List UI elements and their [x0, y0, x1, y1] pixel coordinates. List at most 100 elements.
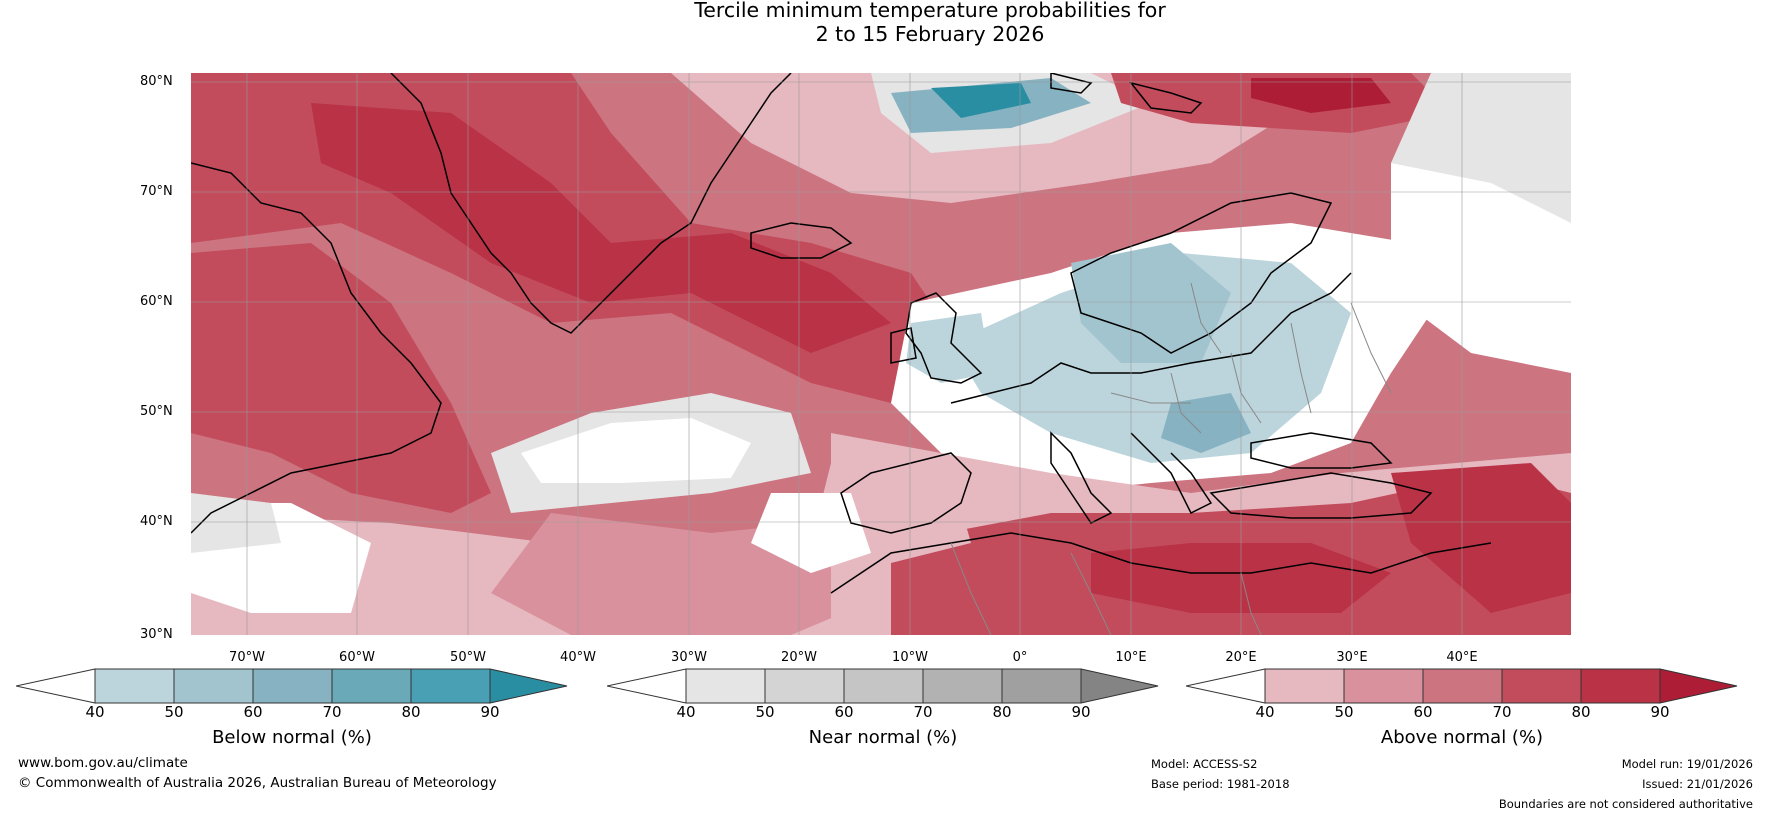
lon-label-30w: 30°W [671, 650, 707, 665]
title-line-1: Tercile minimum temperature probabilitie… [694, 0, 1166, 22]
lon-label-40w: 40°W [560, 650, 596, 665]
lon-label-70w: 70°W [229, 650, 265, 665]
colorbar-below-seg-5 [410, 668, 491, 704]
coast-europe [950, 272, 1352, 404]
colorbar-below-under [16, 668, 96, 704]
coast-iberia [840, 452, 972, 534]
cb-above-tick-70: 70 [1492, 703, 1512, 721]
cb-below-tick-70: 70 [322, 703, 342, 721]
colorbar-near [607, 668, 1159, 704]
region-barents-dark [1251, 78, 1391, 113]
country-borders [950, 282, 1392, 635]
coast-italy [1050, 431, 1113, 524]
cb-below-tick-50: 50 [164, 703, 184, 721]
lon-label-10w: 10°W [892, 650, 928, 665]
lat-label-40n: 40°N [140, 514, 173, 529]
coast-labrador [191, 162, 442, 534]
footer-model: Model: ACCESS-S2 [1151, 757, 1258, 771]
colorbar-above-seg-4 [1501, 668, 1582, 704]
lon-label-20w: 20°W [781, 650, 817, 665]
coastlines [191, 73, 1492, 594]
coast-svalbard [1050, 73, 1093, 94]
footer-base-period: Base period: 1981-2018 [1151, 777, 1290, 791]
lat-label-30n: 30°N [140, 627, 173, 642]
cb-above-tick-80: 80 [1571, 703, 1591, 721]
cb-below-tick-90: 90 [480, 703, 500, 721]
cb-below-tick-80: 80 [401, 703, 421, 721]
coast-turkey [1209, 472, 1433, 519]
probability-map [191, 73, 1571, 635]
footer-issued: Issued: 21/01/2026 [1642, 777, 1753, 791]
colorbar-above-under [1186, 668, 1266, 704]
lon-label-20e: 20°E [1225, 650, 1257, 665]
region-west-grey [191, 493, 281, 553]
cb-near-tick-40: 40 [676, 703, 696, 721]
region-middle-east-dark [1391, 463, 1571, 613]
gridlines [191, 73, 1571, 635]
colorbar-above-seg-2 [1343, 668, 1424, 704]
colorbar-below-over [489, 668, 568, 704]
colorbar-above-label: Above normal (%) [1380, 727, 1544, 748]
region-labrador [191, 243, 491, 513]
colorbar-near-seg-2 [764, 668, 845, 704]
cb-above-tick-50: 50 [1334, 703, 1354, 721]
colorbar-below [16, 668, 568, 704]
coast-north-africa [830, 532, 1492, 594]
colorbar-near-seg-5 [1001, 668, 1082, 704]
lon-label-50w: 50°W [450, 650, 486, 665]
colorbar-near-seg-3 [843, 668, 924, 704]
footer-model-run: Model run: 19/01/2026 [1621, 757, 1753, 771]
coast-ireland [890, 327, 917, 364]
region-uk-blue [906, 313, 991, 383]
cb-near-tick-50: 50 [755, 703, 775, 721]
cb-below-tick-60: 60 [243, 703, 263, 721]
lon-label-60w: 60°W [339, 650, 375, 665]
colorbar-below-seg-2 [173, 668, 254, 704]
region-greenland-core [311, 103, 891, 353]
coast-iceland [750, 222, 853, 259]
footer-website: www.bom.gov.au/climate [18, 755, 188, 771]
cb-near-tick-90: 90 [1071, 703, 1091, 721]
colorbar-above-seg-1 [1264, 668, 1345, 704]
lon-label-40e: 40°E [1446, 650, 1478, 665]
colorbar-near-under [607, 668, 687, 704]
colorbar-below-label: Below normal (%) [212, 727, 372, 748]
cb-below-tick-40: 40 [85, 703, 105, 721]
lon-label-30e: 30°E [1336, 650, 1368, 665]
cb-near-tick-70: 70 [913, 703, 933, 721]
colorbar-below-seg-1 [94, 668, 175, 704]
lon-label-0: 0° [1012, 650, 1028, 665]
colorbar-below-seg-4 [331, 668, 412, 704]
colorbar-above-seg-5 [1580, 668, 1661, 704]
region-iberia-white [751, 493, 871, 573]
coast-novaya-zemlya [1129, 81, 1203, 114]
coast-balkans [1130, 432, 1213, 515]
region-scandinavia-blue [1071, 243, 1231, 363]
cb-near-tick-60: 60 [834, 703, 854, 721]
lat-label-50n: 50°N [140, 404, 173, 419]
region-balkans-blue [1161, 393, 1251, 453]
colorbar-above [1186, 668, 1738, 704]
colorbar-near-seg-4 [922, 668, 1003, 704]
cb-above-tick-40: 40 [1255, 703, 1275, 721]
coast-greenland [390, 73, 792, 334]
lat-label-70n: 70°N [140, 184, 173, 199]
footer-copyright: © Commonwealth of Australia 2026, Austra… [18, 775, 497, 791]
coast-black-sea [1250, 432, 1393, 469]
region-ne-white [1391, 163, 1571, 373]
map-title: Tercile minimum temperature probabilitie… [0, 0, 1770, 46]
coast-scandinavia [1070, 192, 1333, 354]
footer-disclaimer: Boundaries are not considered authoritat… [1498, 797, 1753, 811]
region-atlantic-white [521, 418, 751, 483]
colorbar-near-over [1080, 668, 1159, 704]
cb-above-tick-90: 90 [1650, 703, 1670, 721]
lat-label-80n: 80°N [140, 74, 173, 89]
title-line-2: 2 to 15 February 2026 [815, 22, 1045, 46]
lon-label-10e: 10°E [1115, 650, 1147, 665]
colorbar-above-over [1659, 668, 1738, 704]
cb-near-tick-80: 80 [992, 703, 1012, 721]
colorbar-below-seg-3 [252, 668, 333, 704]
cb-above-tick-60: 60 [1413, 703, 1433, 721]
colorbar-above-seg-3 [1422, 668, 1503, 704]
region-arctic-dark-blue [931, 83, 1031, 118]
